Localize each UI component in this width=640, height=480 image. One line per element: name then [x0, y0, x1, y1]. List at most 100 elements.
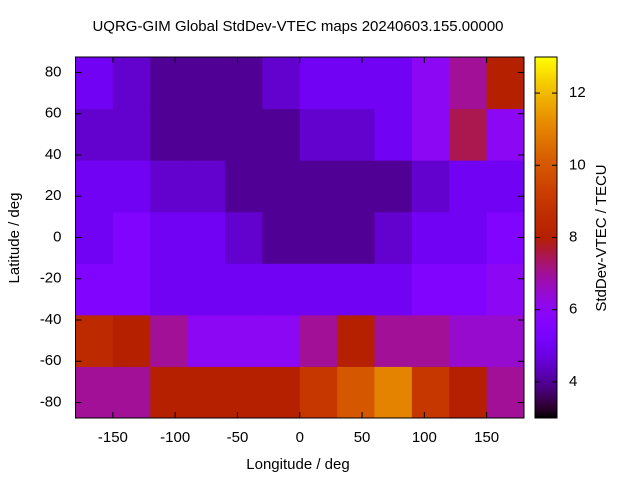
chart-title: UQRG-GIM Global StdDev-VTEC maps 2024060… — [92, 18, 503, 35]
heatmap-cell — [112, 366, 151, 419]
heatmap-cell — [374, 314, 413, 367]
heatmap-cell — [112, 160, 151, 213]
heatmap-cell — [486, 160, 525, 213]
heatmap-cell — [187, 314, 226, 367]
heatmap-cell — [299, 366, 338, 419]
y-tick-label: 0 — [53, 228, 61, 245]
heatmap-cell — [337, 108, 375, 161]
heatmap-cell — [449, 314, 488, 367]
heatmap-cell — [187, 108, 226, 161]
heatmap-cell — [411, 57, 450, 110]
heatmap-cell — [150, 263, 189, 316]
heatmap-cell — [150, 160, 189, 213]
heatmap-cell — [337, 211, 375, 264]
heatmap-cell — [374, 366, 413, 419]
heatmap-cell — [374, 57, 413, 110]
x-tick-label: -50 — [227, 429, 249, 446]
heatmap-cell — [486, 263, 525, 316]
y-tick-label: 40 — [45, 146, 62, 163]
y-tick-label: -20 — [40, 270, 62, 287]
heatmap-cell — [150, 211, 189, 264]
x-tick-label: 150 — [474, 429, 499, 446]
colorbar-tick-label: 10 — [569, 156, 586, 173]
heatmap-cell — [449, 211, 488, 264]
x-tick-label: 0 — [296, 429, 304, 446]
y-tick-label: 80 — [45, 63, 62, 80]
heatmap-cell — [337, 263, 375, 316]
heatmap-cell — [449, 366, 488, 419]
heatmap-cell — [225, 314, 263, 367]
heatmap-cell — [337, 57, 375, 110]
heatmap-cell — [112, 57, 151, 110]
heatmap-cell — [374, 108, 413, 161]
colorbar-tick-label: 8 — [569, 228, 577, 245]
heatmap-cell — [449, 57, 488, 110]
heatmap-cell — [187, 57, 226, 110]
heatmap-cell — [411, 211, 450, 264]
heatmap-cell — [299, 57, 338, 110]
colorbar-tick-label: 6 — [569, 301, 577, 318]
heatmap-cell — [299, 263, 338, 316]
heatmap-cell — [449, 263, 488, 316]
heatmap-cell — [187, 160, 226, 213]
heatmap-cell — [486, 314, 525, 367]
heatmap-cell — [486, 366, 525, 419]
heatmap-cell — [75, 366, 114, 419]
heatmap-cell — [262, 160, 301, 213]
heatmap-cell — [337, 314, 375, 367]
heatmap-cell — [262, 211, 301, 264]
heatmap-cell — [75, 314, 114, 367]
heatmap-cell — [150, 108, 189, 161]
heatmap-cell — [75, 263, 114, 316]
x-axis-label: Longitude / deg — [246, 456, 349, 473]
heatmap-cell — [486, 108, 525, 161]
heatmap-cell — [150, 314, 189, 367]
x-tick-label: -150 — [98, 429, 128, 446]
y-tick-label: -80 — [40, 393, 62, 410]
heatmap-cell — [75, 211, 114, 264]
heatmap-cell — [262, 108, 301, 161]
x-tick-label: 100 — [412, 429, 437, 446]
heatmap-cell — [225, 366, 263, 419]
heatmap-cell — [299, 108, 338, 161]
heatmap-cell — [75, 57, 114, 110]
heatmap-cell — [374, 160, 413, 213]
heatmap-cell — [262, 366, 301, 419]
x-tick-label: -100 — [160, 429, 190, 446]
heatmap-cell — [337, 160, 375, 213]
heatmap-cell — [299, 160, 338, 213]
heatmap-cell — [486, 57, 525, 110]
x-tick-label: 50 — [354, 429, 371, 446]
heatmap-cell — [374, 263, 413, 316]
heatmap-cell — [411, 263, 450, 316]
heatmap-cell — [112, 314, 151, 367]
y-tick-label: 20 — [45, 187, 62, 204]
heatmap-cell — [150, 57, 189, 110]
heatmap-cell — [112, 108, 151, 161]
heatmap-cell — [411, 108, 450, 161]
heatmap-cell — [75, 108, 114, 161]
heatmap-cell — [112, 211, 151, 264]
colorbar-tick-label: 4 — [569, 373, 577, 390]
heatmap-cell — [225, 211, 263, 264]
heatmap-cell — [299, 211, 338, 264]
heatmap-cell — [262, 314, 301, 367]
heatmap-cell — [411, 366, 450, 419]
heatmap-cell — [75, 160, 114, 213]
heatmap-cell — [150, 366, 189, 419]
heatmap-cell — [225, 57, 263, 110]
heatmap-cell — [374, 211, 413, 264]
heatmap-cell — [225, 263, 263, 316]
heatmap-cell — [262, 263, 301, 316]
heatmap-cell — [187, 366, 226, 419]
heatmap-cell — [299, 314, 338, 367]
y-axis-label: Latitude / deg — [6, 193, 23, 284]
heatmap-cell — [262, 57, 301, 110]
y-tick-label: -40 — [40, 311, 62, 328]
heatmap-cell — [411, 160, 450, 213]
colorbar-label: StdDev-VTEC / TECU — [593, 164, 610, 311]
heatmap-cell — [449, 160, 488, 213]
y-tick-label: -60 — [40, 352, 62, 369]
heatmap-cell — [411, 314, 450, 367]
